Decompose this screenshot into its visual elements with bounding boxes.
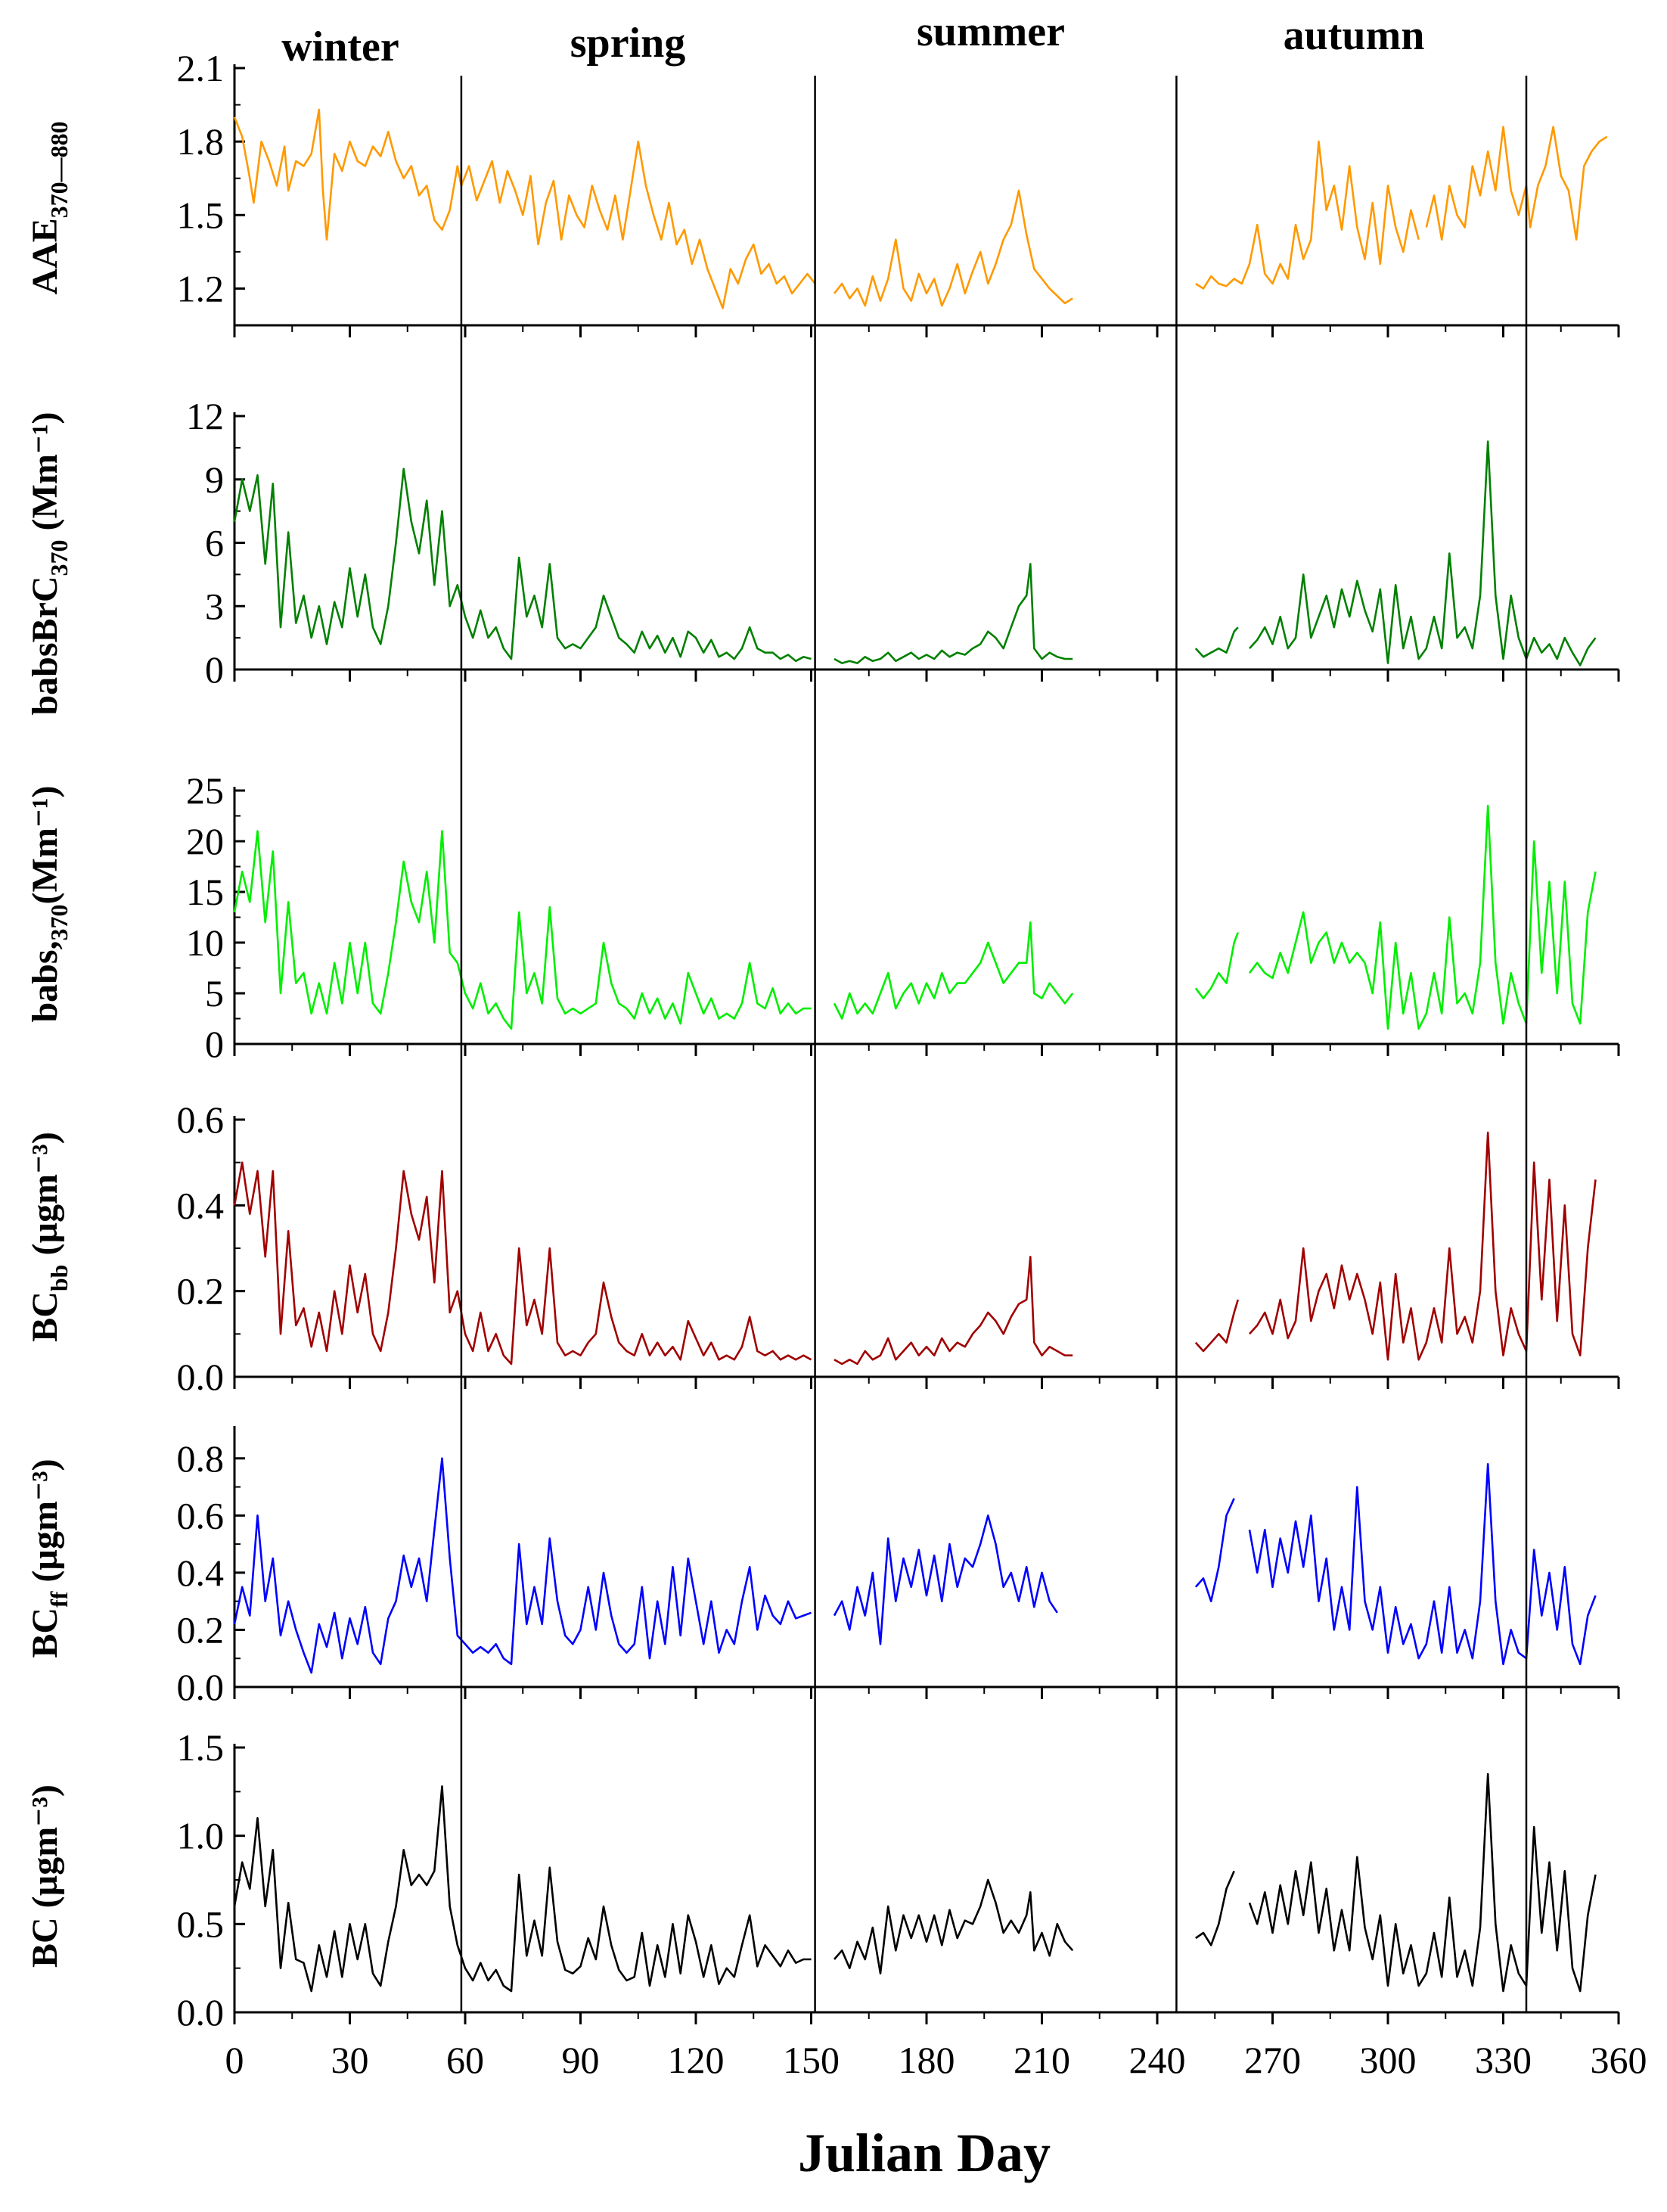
y-tick-label: 1.2 <box>177 267 225 309</box>
series-line-bc <box>233 1785 812 1993</box>
panel-bc: 0.0 0.5 1.0 1.5 BC (µgm⁻³) <box>25 1726 1620 2033</box>
y-tick-label: 5 <box>205 972 224 1014</box>
season-label-winter: winter <box>281 23 399 70</box>
x-tick-label: 120 <box>668 2039 725 2081</box>
x-tick-label: 30 <box>331 2039 369 2081</box>
y-tick-label: 1.8 <box>177 120 225 163</box>
series-line-bc <box>834 1878 1074 1974</box>
y-tick-label: 10 <box>186 921 224 964</box>
season-label-summer: summer <box>917 8 1065 55</box>
series-line-bcbb <box>233 1161 812 1365</box>
series-line-bcff <box>833 1515 1058 1645</box>
series-line-brc <box>834 563 1073 664</box>
y-tick-label: 0.0 <box>177 1666 225 1708</box>
y-axis-label-babs: babs,370(Mm⁻¹) <box>25 785 73 1022</box>
x-tick-label: 180 <box>899 2039 955 2081</box>
x-tick-label: 210 <box>1014 2039 1070 2081</box>
panel-aae: 1.2 1.5 1.8 2.1 AAE370—880 <box>25 47 1620 337</box>
x-tick-label: 240 <box>1129 2039 1186 2081</box>
panel-brc: 0 3 6 9 12 babsBrC370 (Mm⁻¹) <box>25 395 1620 716</box>
x-axis: 0 30 60 90 120 150 180 210 240 270 300 330 360 <box>225 2039 1647 2081</box>
y-tick-label: 0.0 <box>177 1356 225 1398</box>
y-tick-label: 12 <box>186 395 224 437</box>
series-line-babs <box>1248 804 1597 1030</box>
series-line-aae <box>1425 126 1608 241</box>
series-line-bc <box>1195 1870 1235 1946</box>
season-boundaries <box>460 76 1528 2012</box>
y-tick-label: 0.4 <box>177 1184 225 1226</box>
y-tick-label: 0.2 <box>177 1608 225 1651</box>
series-line-babs <box>233 830 812 1030</box>
x-tick-label: 270 <box>1244 2039 1301 2081</box>
x-tick-label: 300 <box>1360 2039 1417 2081</box>
y-tick-label: 0.5 <box>177 1903 225 1945</box>
panel-bcff: 0.0 0.2 0.4 0.6 0.8 BCff (µgm⁻³) <box>25 1426 1620 1708</box>
x-tick-label: 330 <box>1475 2039 1532 2081</box>
y-tick-label: 0.2 <box>177 1270 225 1313</box>
x-tick-label: 0 <box>225 2039 244 2081</box>
series-line-aae <box>1195 140 1420 290</box>
y-axis-label-aae: AAE370—880 <box>25 121 73 294</box>
panel-bcbb: 0.0 0.2 0.4 0.6 BCbb (µgm⁻³) <box>25 1098 1620 1398</box>
x-tick-label: 150 <box>783 2039 840 2081</box>
series-line-aae <box>833 189 1073 307</box>
y-tick-label: 0.8 <box>177 1437 225 1480</box>
x-tick-label: 360 <box>1591 2039 1647 2081</box>
y-tick-label: 6 <box>205 522 224 564</box>
y-tick-label: 0.4 <box>177 1552 225 1594</box>
y-axis-label-bc: BC (µgm⁻³) <box>25 1785 65 1968</box>
panel-babs: 0 5 10 15 20 25 babs,370(Mm⁻¹) <box>25 769 1620 1065</box>
series-line-bc <box>1248 1772 1597 1993</box>
y-tick-label: 0.6 <box>177 1494 225 1536</box>
series-line-bcbb <box>1194 1299 1240 1353</box>
y-tick-label: 25 <box>186 769 224 812</box>
y-tick-label: 0 <box>205 648 224 691</box>
x-tick-label: 60 <box>446 2039 484 2081</box>
series-line-babs <box>833 921 1074 1020</box>
y-tick-label: 0.0 <box>177 1991 225 2033</box>
series-line-bcbb <box>1249 1131 1597 1361</box>
x-axis-title: Julian Day <box>798 2123 1051 2183</box>
y-tick-label: 9 <box>205 458 224 501</box>
series-line-brc <box>1194 626 1239 658</box>
y-axis-label-bcbb: BCbb (µgm⁻³) <box>25 1132 73 1342</box>
chart-panels: 1.2 1.5 1.8 2.1 AAE370—880 0 3 6 9 12 babsBrC370 (… <box>25 47 1620 2033</box>
series-line-brc <box>1249 440 1597 666</box>
series-line-bcbb <box>834 1256 1073 1365</box>
y-tick-label: 3 <box>205 585 224 627</box>
series-line-aae <box>233 108 816 309</box>
series-line-brc <box>233 468 812 663</box>
y-tick-label: 2.1 <box>177 47 225 89</box>
season-labels: winter spring summer autumn <box>281 8 1424 70</box>
y-axis-label-brc: babsBrC370 (Mm⁻¹) <box>25 412 73 715</box>
series-line-bcff <box>1194 1498 1235 1602</box>
y-tick-label: 1.0 <box>177 1815 225 1857</box>
y-tick-label: 0.6 <box>177 1098 225 1141</box>
y-tick-label: 0 <box>205 1023 224 1065</box>
season-label-autumn: autumn <box>1284 12 1425 59</box>
x-tick-label: 90 <box>562 2039 600 2081</box>
y-tick-label: 15 <box>186 871 224 913</box>
series-line-bcff <box>1248 1463 1597 1666</box>
y-axis-label-bcff: BCff (µgm⁻³) <box>25 1459 73 1657</box>
y-tick-label: 1.5 <box>177 1726 225 1769</box>
series-line-bcff <box>233 1457 812 1674</box>
y-tick-label: 20 <box>186 820 224 862</box>
season-label-spring: spring <box>570 20 686 67</box>
y-tick-label: 1.5 <box>177 194 225 236</box>
series-line-babs <box>1194 932 1240 999</box>
